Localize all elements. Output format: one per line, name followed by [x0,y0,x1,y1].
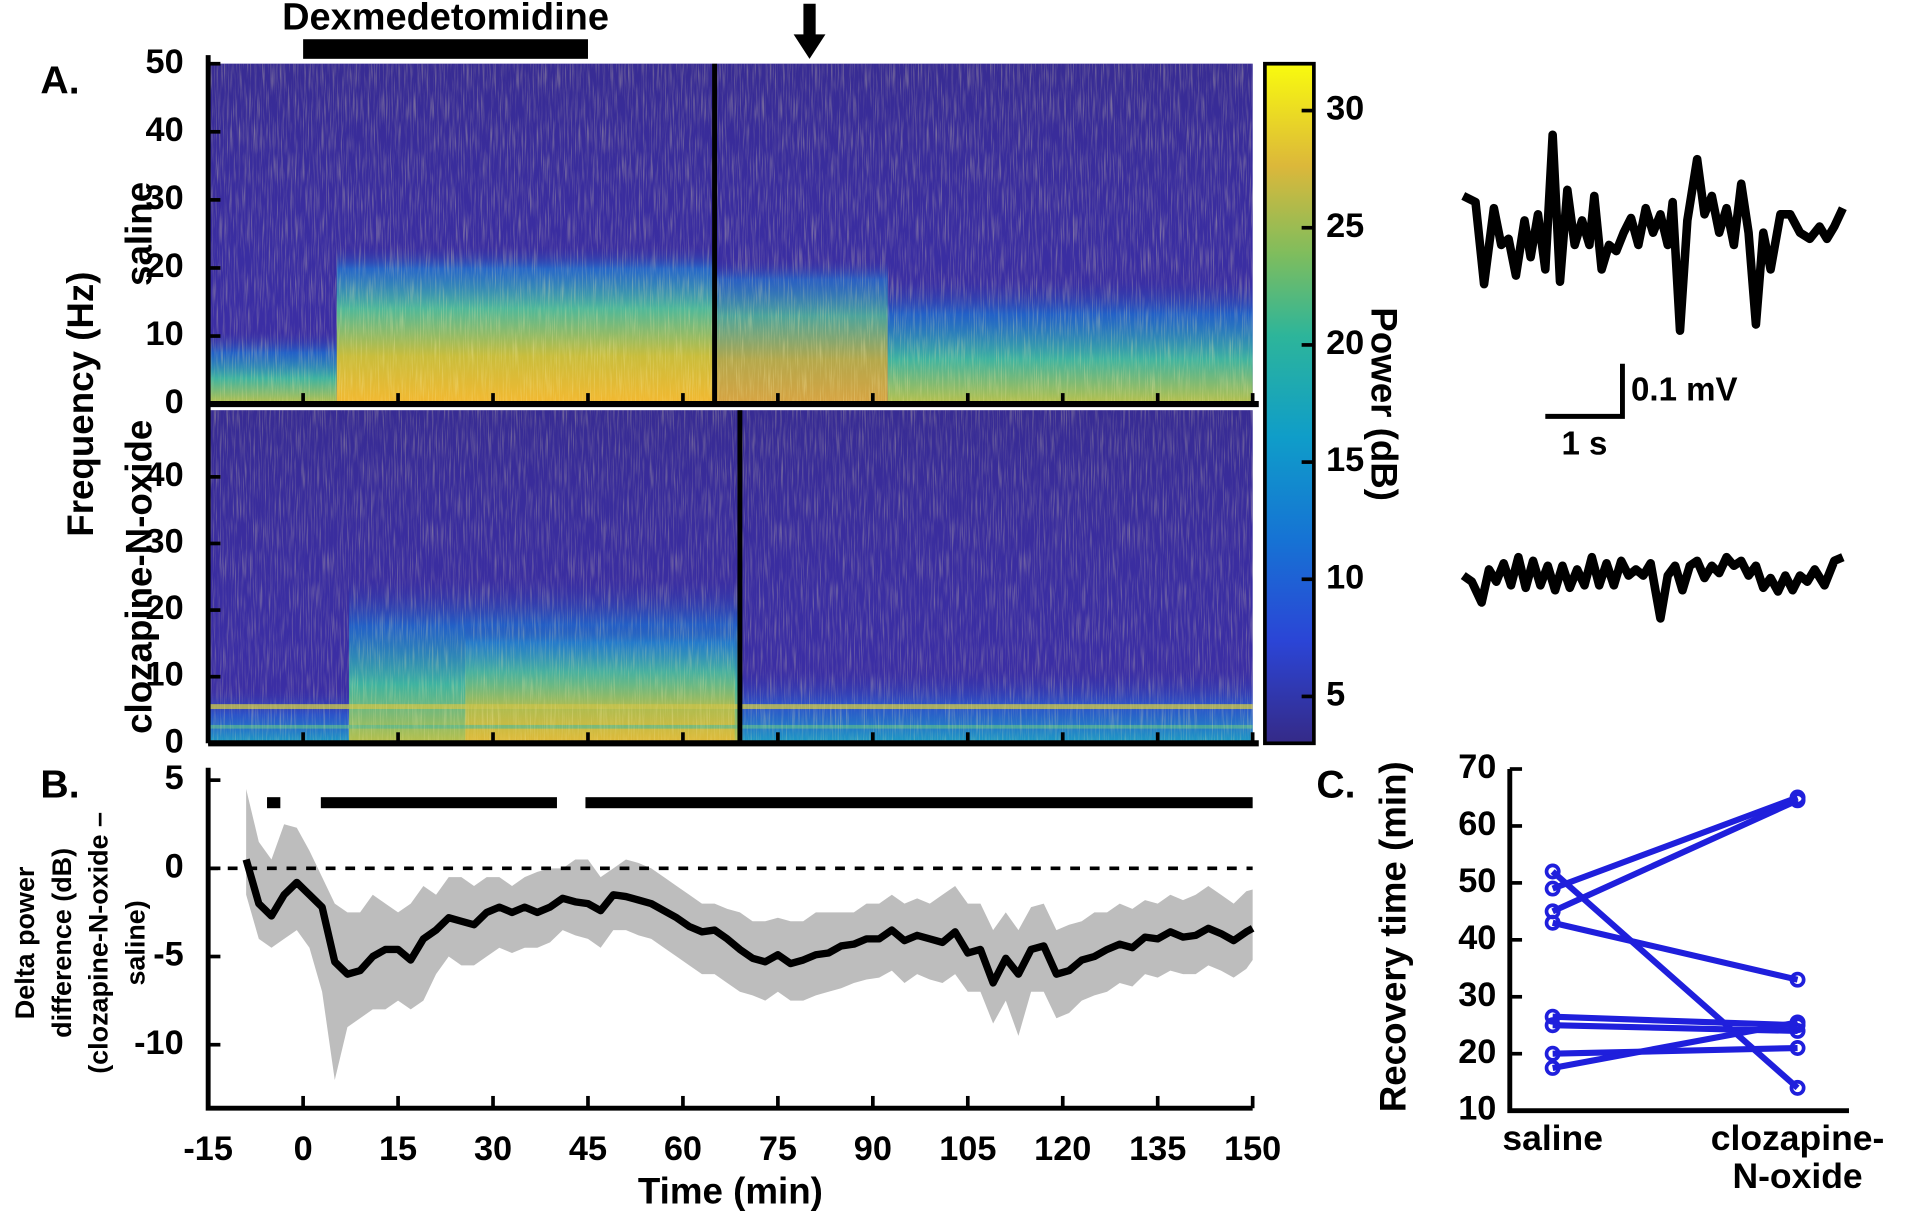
panel-label: B. [40,764,79,807]
colorbar-tick-label: 30 [1326,90,1364,128]
y-tick-label: 30 [1458,976,1496,1014]
line [242,858,1255,987]
pair-line [1551,919,1799,983]
point [1544,1045,1561,1062]
eeg-trace-cno [1460,552,1845,623]
x-tick-label: 120 [1034,1130,1091,1168]
colorbar-tick-label: 20 [1326,324,1364,362]
point [1789,1014,1806,1031]
y-tick-label: 10 [146,656,184,694]
y-tick-label: 60 [1458,805,1496,843]
y-tick-label: 0 [165,383,184,421]
colorbar [1263,61,1316,746]
y-tick-label: -5 [153,936,183,974]
y-tick-label: -10 [134,1024,184,1062]
y-tick-label: 0 [165,847,184,885]
y-tick-label: 40 [146,111,184,149]
point [1789,1040,1806,1056]
y-tick-label: 40 [1458,919,1496,957]
y-axis-label: Delta power [10,866,40,1019]
colorbar-tick-label: 25 [1326,207,1364,245]
x-tick-label: 15 [379,1130,417,1168]
y-tick-label: 5 [165,759,184,797]
x-tick-label: 30 [474,1130,512,1168]
panel-label: A. [40,60,79,103]
point [1544,880,1561,897]
y-axis-label: saline) [120,900,150,985]
y-tick-label: 30 [146,179,184,217]
y-tick-label: 20 [146,589,184,627]
row-label: clozapine-N-oxide [119,420,160,734]
significance-bar [585,797,1253,809]
drug-bar [303,39,588,59]
significance-bar [267,797,281,809]
y-axis-label: difference (dB) [47,848,77,1038]
drug-label: Dexmedetomidine [282,0,609,39]
x-axis-label: Time (min) [638,1171,823,1212]
x-tick-label: 135 [1129,1130,1186,1168]
y-tick-label: 50 [1458,862,1496,900]
panel-label: C. [1316,764,1355,807]
x-tick-label: -15 [183,1130,233,1168]
x-tick-label: 150 [1224,1130,1281,1168]
x-tick-label: 0 [294,1130,313,1168]
x-tick-label: 105 [939,1130,996,1168]
y-axis-label: (clozapine-N-oxide – [84,812,114,1074]
y-tick-label: 10 [1458,1090,1496,1128]
spectrogram-saline [208,63,1253,405]
x-tick-label: clozapine-N-oxide [1710,1120,1885,1197]
pair-line [1552,1044,1798,1057]
significance-bar [320,797,557,809]
scale-time-label: 1 s [1562,425,1608,462]
y-tick-label: 70 [1458,748,1496,786]
y-tick-label: 10 [146,315,184,353]
axes [205,767,1253,1111]
y-tick-label: 20 [1458,1033,1496,1071]
pair-line [1552,1019,1799,1071]
point [1789,792,1806,809]
colorbar-label: Power (dB) [1364,307,1405,501]
colorbar-tick-label: 5 [1326,676,1345,714]
x-tick-label-box: saline [1502,1120,1603,1159]
x-tick-label: 75 [759,1130,797,1168]
scale-amplitude-label: 0.1 mV [1631,372,1738,409]
axes [1507,769,1849,1114]
pair-line [1552,1013,1798,1029]
eeg-trace-saline [1461,130,1847,335]
point [1789,1079,1806,1096]
scale-bar [1545,363,1625,419]
y-tick-label: 50 [146,43,184,81]
point [1544,914,1561,931]
colorbar-tick-label: 15 [1326,441,1364,479]
pair-line [1551,797,1799,915]
point [1789,971,1806,988]
arrow [793,3,826,59]
point [1544,863,1561,880]
x-tick-label-box: clozapine-N-oxide [1710,1120,1885,1197]
y-tick-label: 20 [146,247,184,285]
point [1544,1017,1561,1034]
x-tick-label: 60 [664,1130,702,1168]
point [1544,1059,1561,1076]
x-tick-label: 90 [854,1130,892,1168]
x-tick-label: saline [1502,1120,1603,1159]
y-axis-label: Frequency (Hz) [60,272,101,537]
row-label: saline [119,182,160,286]
pair-line [1551,794,1799,892]
y-tick-label: 30 [146,523,184,561]
point [1544,1008,1561,1025]
y-axis-label: Recovery time (min) [1373,761,1414,1112]
y-tick-label: 0 [165,722,184,760]
x-tick-label: 45 [569,1130,607,1168]
spectrogram-cno [208,410,1253,744]
error-band [246,788,1253,1080]
y-tick-label: 40 [146,456,184,494]
colorbar-tick-label: 10 [1326,558,1364,596]
